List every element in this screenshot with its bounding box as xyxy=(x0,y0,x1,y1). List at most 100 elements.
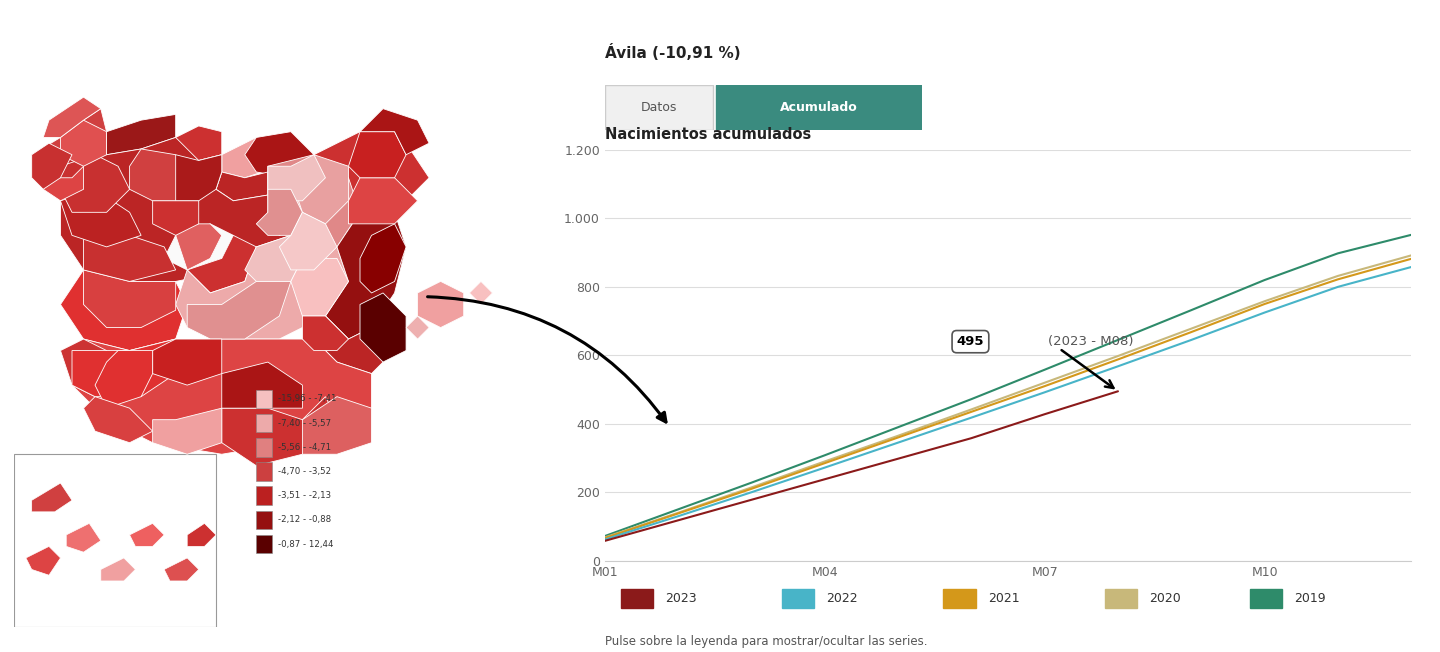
Bar xyxy=(1250,589,1282,608)
2021 xyxy=(1329,275,1346,283)
2021 xyxy=(1035,382,1053,390)
Polygon shape xyxy=(314,132,429,213)
FancyBboxPatch shape xyxy=(605,85,713,130)
2019 xyxy=(890,423,907,431)
Bar xyxy=(256,511,272,529)
2022 xyxy=(963,414,981,422)
2021 xyxy=(1256,300,1273,308)
2022 xyxy=(1182,336,1200,344)
Polygon shape xyxy=(84,396,153,443)
Polygon shape xyxy=(222,362,302,408)
Polygon shape xyxy=(60,120,107,166)
Text: Datos: Datos xyxy=(641,101,677,114)
2021 xyxy=(670,510,687,518)
2023 xyxy=(596,537,613,545)
Polygon shape xyxy=(95,351,153,408)
Polygon shape xyxy=(268,155,360,247)
Polygon shape xyxy=(176,235,348,339)
2019 xyxy=(1329,250,1346,258)
Line: 2019: 2019 xyxy=(605,235,1411,536)
Polygon shape xyxy=(216,172,268,201)
Polygon shape xyxy=(268,155,325,201)
2023 xyxy=(670,516,687,524)
2020 xyxy=(816,458,834,466)
Polygon shape xyxy=(72,339,176,396)
2019 xyxy=(670,505,687,513)
2022 xyxy=(816,464,834,471)
Text: 495: 495 xyxy=(956,335,984,348)
2020 xyxy=(1035,379,1053,387)
Polygon shape xyxy=(222,138,279,178)
Polygon shape xyxy=(222,396,337,466)
2020 xyxy=(1403,252,1420,259)
2022 xyxy=(1256,308,1273,316)
Text: 2019: 2019 xyxy=(1295,592,1326,605)
Text: 2022: 2022 xyxy=(827,592,858,605)
2022 xyxy=(1329,283,1346,291)
Polygon shape xyxy=(130,524,164,546)
Bar xyxy=(256,486,272,505)
Polygon shape xyxy=(32,483,72,512)
Polygon shape xyxy=(153,201,199,235)
Bar xyxy=(14,454,216,627)
2023 xyxy=(963,434,981,442)
Text: 2021: 2021 xyxy=(988,592,1020,605)
Polygon shape xyxy=(187,524,216,546)
Polygon shape xyxy=(153,408,222,454)
Bar xyxy=(256,462,272,481)
2020 xyxy=(963,406,981,413)
Polygon shape xyxy=(291,258,348,316)
Polygon shape xyxy=(153,339,222,385)
Polygon shape xyxy=(302,316,348,351)
Polygon shape xyxy=(314,316,395,374)
2020 xyxy=(1182,325,1200,333)
2020 xyxy=(890,432,907,439)
Polygon shape xyxy=(43,166,84,201)
2023 xyxy=(1035,410,1053,418)
2020 xyxy=(1109,352,1126,360)
Polygon shape xyxy=(164,558,199,581)
FancyBboxPatch shape xyxy=(716,85,922,130)
Polygon shape xyxy=(72,339,372,454)
Polygon shape xyxy=(176,224,222,270)
2021 xyxy=(963,408,981,416)
2022 xyxy=(890,439,907,447)
Bar xyxy=(943,589,976,608)
Bar xyxy=(1104,589,1138,608)
Polygon shape xyxy=(43,97,101,138)
2020 xyxy=(596,533,613,541)
Text: -0,87 - 12,44: -0,87 - 12,44 xyxy=(278,540,334,548)
2019 xyxy=(1256,276,1273,284)
Polygon shape xyxy=(302,396,372,454)
Polygon shape xyxy=(418,282,464,327)
2021 xyxy=(816,459,834,467)
Text: Nacimientos acumulados: Nacimientos acumulados xyxy=(605,127,811,142)
Polygon shape xyxy=(176,155,222,201)
Polygon shape xyxy=(469,282,492,304)
2021 xyxy=(890,434,907,441)
Polygon shape xyxy=(360,109,429,155)
Polygon shape xyxy=(256,189,302,235)
Text: -2,12 - -0,88: -2,12 - -0,88 xyxy=(278,515,331,524)
Polygon shape xyxy=(291,155,348,224)
2023 xyxy=(816,475,834,483)
Bar xyxy=(256,535,272,554)
2023 xyxy=(1109,387,1126,395)
Polygon shape xyxy=(176,126,222,160)
2021 xyxy=(1403,255,1420,263)
2021 xyxy=(596,534,613,542)
2020 xyxy=(743,484,760,492)
2021 xyxy=(1182,328,1200,336)
Polygon shape xyxy=(66,524,101,552)
Text: 2023: 2023 xyxy=(665,592,697,605)
Text: Acumulado: Acumulado xyxy=(780,101,857,114)
2019 xyxy=(596,532,613,540)
Line: 2022: 2022 xyxy=(605,267,1411,539)
Text: -4,70 - -3,52: -4,70 - -3,52 xyxy=(278,467,331,476)
2022 xyxy=(743,488,760,496)
Polygon shape xyxy=(325,213,406,339)
Polygon shape xyxy=(360,224,406,293)
2021 xyxy=(743,485,760,493)
Polygon shape xyxy=(84,270,176,327)
Polygon shape xyxy=(101,558,135,581)
